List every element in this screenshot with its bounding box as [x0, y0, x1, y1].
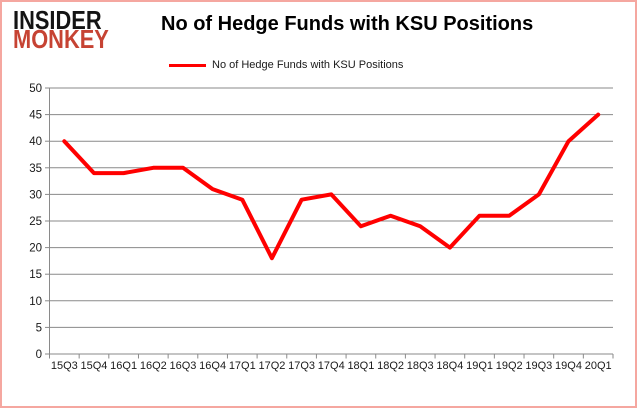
- x-tick-label: 19Q1: [466, 360, 493, 372]
- y-tick-label: 30: [29, 189, 42, 201]
- legend-line-swatch: [169, 63, 206, 67]
- legend: No of Hedge Funds with KSU Positions: [169, 59, 403, 71]
- y-tick-label: 50: [29, 83, 42, 95]
- x-tick-label: 17Q4: [318, 360, 345, 372]
- x-tick-label: 16Q2: [140, 360, 167, 372]
- insider-monkey-logo: INSIDER MONKEY: [13, 5, 109, 54]
- x-tick-label: 17Q3: [288, 360, 315, 372]
- logo-line2: MONKEY: [13, 24, 109, 54]
- x-tick-label: 18Q1: [347, 360, 374, 372]
- x-tick-label: 19Q3: [525, 360, 552, 372]
- x-tick-label: 18Q2: [377, 360, 404, 372]
- x-tick-label: 20Q1: [585, 360, 612, 372]
- logo-line1: INSIDER: [13, 5, 102, 35]
- y-tick-label: 5: [36, 322, 42, 334]
- x-tick-label: 18Q4: [436, 360, 463, 372]
- chart-title: No of Hedge Funds with KSU Positions: [161, 13, 534, 35]
- series-line: [62, 112, 601, 261]
- y-tick-label: 10: [29, 296, 42, 308]
- x-tick-label: 19Q2: [496, 360, 523, 372]
- x-tick-label: 15Q3: [51, 360, 78, 372]
- x-tick-label: 15Q4: [81, 360, 108, 372]
- x-tick-label: 16Q4: [199, 360, 226, 372]
- legend-label: No of Hedge Funds with KSU Positions: [212, 59, 404, 71]
- y-tick-label: 25: [29, 216, 42, 228]
- x-tick-label: 17Q1: [229, 360, 256, 372]
- y-tick-label: 20: [29, 243, 42, 255]
- y-tick-label: 45: [29, 110, 42, 122]
- x-tick-label: 19Q4: [555, 360, 582, 372]
- x-tick-label: 16Q1: [110, 360, 137, 372]
- x-tick-label: 16Q3: [169, 360, 196, 372]
- y-tick-label: 15: [29, 269, 42, 281]
- y-tick-label: 40: [29, 136, 42, 148]
- y-tick-label: 35: [29, 163, 42, 175]
- x-tick-label: 18Q3: [407, 360, 434, 372]
- x-tick-label: 17Q2: [258, 360, 285, 372]
- y-tick-label: 0: [36, 349, 42, 361]
